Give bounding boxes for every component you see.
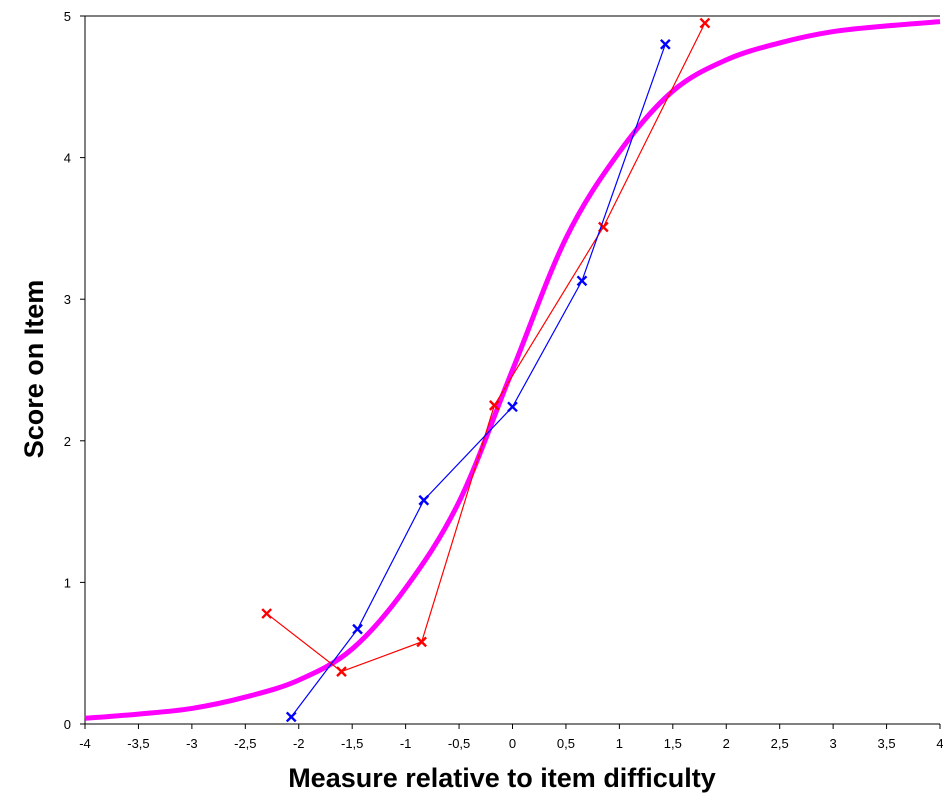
y-tick-label: 3 [64,292,71,307]
x-tick-label: -2 [293,736,305,751]
observed-series-1 [261,17,711,677]
x-tick-label: 1 [616,736,623,751]
data-point-marker [699,17,711,29]
data-point-marker [507,401,518,413]
y-tick-label: 0 [64,717,71,732]
x-axis-title: Measure relative to item difficulty [288,763,716,793]
x-tick-label: 0,5 [557,736,575,751]
x-tick-label: -3 [186,736,198,751]
series-line [290,44,666,718]
y-tick-label: 5 [64,9,71,24]
y-axis-title: Score on Item [19,280,49,459]
data-point-marker [659,38,671,50]
expected-score-curve-layer [84,19,941,721]
series-line [266,22,706,673]
data-point-marker [336,666,347,677]
x-tick-label: 1,5 [664,736,682,751]
x-tick-label: 2 [723,736,730,751]
x-tick-label: -1 [400,736,412,751]
data-point-marker [576,275,588,287]
x-tick-label: -3,5 [127,736,149,751]
data-point-marker [285,711,297,723]
x-tick-label: 4 [936,736,943,751]
x-tick-label: 0 [509,736,516,751]
x-tick-label: -4 [79,736,91,751]
data-point-marker [352,623,363,635]
y-tick-label: 2 [64,434,71,449]
x-ticks: -4 -3,5 -3 -2,5 -2 -1,5 -1 -0,5 0 0,5 1 1,5 2 2,5 3 3,5… [79,724,943,751]
observed-series-2 [285,38,671,723]
data-point-marker [416,636,428,648]
data-point-marker [418,494,430,506]
data-point-marker [488,400,500,411]
y-tick-label: 4 [64,151,71,166]
x-tick-label: 2,5 [771,736,789,751]
observed-series-layer [261,17,711,723]
data-point-marker [261,608,273,619]
x-tick-label: -2,5 [234,736,256,751]
y-ticks: 0 1 2 3 4 5 [64,9,85,732]
x-tick-label: 3 [830,736,837,751]
x-tick-label: -0,5 [448,736,470,751]
x-tick-label: -1,5 [341,736,363,751]
x-tick-label: 3,5 [878,736,896,751]
expected-score-curve [84,19,941,721]
y-tick-label: 1 [64,575,71,590]
